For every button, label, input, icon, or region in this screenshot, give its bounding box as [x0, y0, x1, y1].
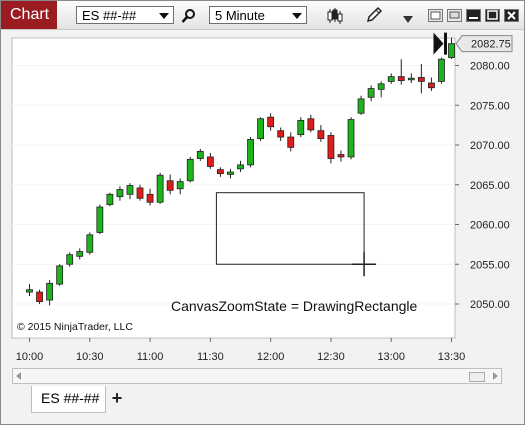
candle-body: [407, 77, 415, 81]
title-bar: Chart ES ##-## 5 Minute: [1, 1, 524, 30]
candle-body: [357, 98, 365, 114]
search-icon[interactable]: [181, 8, 197, 29]
y-tick-label: 2055.00: [470, 259, 510, 271]
x-tick-label: 13:30: [438, 351, 466, 363]
current-bar-icon: [433, 32, 447, 55]
x-tick-label: 13:00: [377, 351, 405, 363]
candle-body: [327, 135, 335, 159]
x-tick-label: 12:30: [317, 351, 345, 363]
interval-selector[interactable]: 5 Minute: [209, 6, 307, 24]
y-tick-label: 2075.00: [470, 100, 510, 112]
grid: [12, 65, 455, 305]
interval-value: 5 Minute: [215, 8, 265, 23]
dropdown-icon[interactable]: [403, 11, 413, 29]
candle-body: [277, 130, 285, 138]
candle-body: [438, 58, 445, 82]
y-tick-label: 2060.00: [470, 220, 510, 232]
candle-body: [257, 118, 264, 140]
candle-body: [26, 289, 33, 293]
scroll-left-icon[interactable]: [16, 372, 21, 380]
drawing-rectangle[interactable]: [215, 192, 377, 277]
candle-body: [397, 76, 405, 82]
candle-body: [317, 130, 325, 140]
drawing-rectangle-outline: [215, 192, 365, 265]
candle-body: [217, 169, 224, 175]
y-tick-label: 2050.00: [470, 299, 510, 311]
price-chart[interactable]: 2050.00 2055.00 2060.00 2065.00 2070.00 2075.…: [1, 1, 524, 366]
candle-body: [66, 254, 74, 265]
candle-body: [307, 118, 315, 131]
candle-body: [267, 116, 275, 128]
candle-body: [116, 189, 124, 198]
close-icon[interactable]: [504, 9, 519, 22]
candle-body: [287, 136, 295, 148]
pencil-icon[interactable]: [365, 6, 383, 29]
y-tick-label: 2070.00: [470, 140, 510, 152]
chart-title-tab[interactable]: Chart: [1, 1, 57, 29]
candle-body: [227, 171, 234, 175]
candle-body: [428, 82, 435, 89]
candle-body: [46, 282, 53, 301]
x-axis: 10:00 10:30 11:00 11:30 12:00 12:30 13:00 13:30: [16, 338, 466, 363]
candle-body: [377, 83, 385, 90]
candle-body: [86, 234, 94, 253]
candle-body: [297, 119, 305, 136]
candles: [26, 37, 455, 306]
chevron-down-icon: [292, 13, 302, 19]
plot-area: [11, 37, 456, 339]
candle-body: [237, 164, 244, 170]
zoom-state-annotation: CanvasZoomState = DrawingRectangle: [171, 298, 418, 314]
chevron-down-icon: [159, 13, 169, 19]
minimize-icon[interactable]: [466, 9, 481, 22]
candle-body: [367, 88, 375, 98]
candle-body: [156, 174, 164, 203]
candle-body: [176, 181, 184, 190]
instrument-value: ES ##-##: [82, 8, 137, 23]
y-tick-label: 2065.00: [470, 180, 510, 192]
candle-body: [146, 193, 154, 203]
instrument-selector[interactable]: ES ##-##: [76, 6, 174, 24]
x-tick-label: 11:30: [197, 351, 224, 363]
scroll-right-icon[interactable]: [493, 372, 498, 380]
add-tab-button[interactable]: +: [111, 388, 123, 408]
candle-body: [448, 43, 455, 58]
bar-chart-icon[interactable]: [326, 7, 344, 30]
collapse-icon[interactable]: [447, 9, 462, 22]
price-marker-label: 2082.75: [471, 39, 511, 51]
x-tick-label: 10:00: [16, 351, 44, 363]
current-bar-arrow-icon: [433, 32, 444, 55]
maximize-icon[interactable]: [485, 9, 500, 22]
scroll-thumb[interactable]: [469, 372, 485, 382]
y-axis: 2050.00 2055.00 2060.00 2065.00 2070.00 2075.…: [455, 61, 510, 311]
y-tick-label: 2080.00: [470, 61, 510, 73]
price-marker: 2082.75: [455, 35, 513, 53]
candle-body: [196, 150, 204, 159]
candle-body: [126, 185, 134, 195]
x-tick-label: 10:30: [76, 351, 104, 363]
candle-body: [96, 206, 104, 233]
candle-body: [166, 180, 174, 191]
candle-body: [136, 187, 144, 199]
candle-body: [387, 76, 395, 82]
x-tick-label: 12:00: [257, 351, 285, 363]
candle-body: [56, 265, 64, 285]
x-tick-label: 11:00: [137, 351, 164, 363]
candle-body: [417, 77, 425, 82]
tab-instrument[interactable]: ES ##-##: [31, 386, 106, 413]
candle-body: [247, 139, 254, 166]
candle-body: [347, 119, 355, 158]
candle-body: [206, 156, 214, 167]
copyright-label: © 2015 NinjaTrader, LLC: [17, 321, 133, 333]
tile-icon[interactable]: [428, 9, 443, 22]
candle-body: [337, 154, 345, 158]
candle-body: [76, 251, 84, 257]
candle-body: [36, 291, 43, 303]
horizontal-scrollbar[interactable]: [12, 368, 502, 384]
candle-body: [186, 158, 194, 182]
candle-body: [106, 193, 114, 206]
